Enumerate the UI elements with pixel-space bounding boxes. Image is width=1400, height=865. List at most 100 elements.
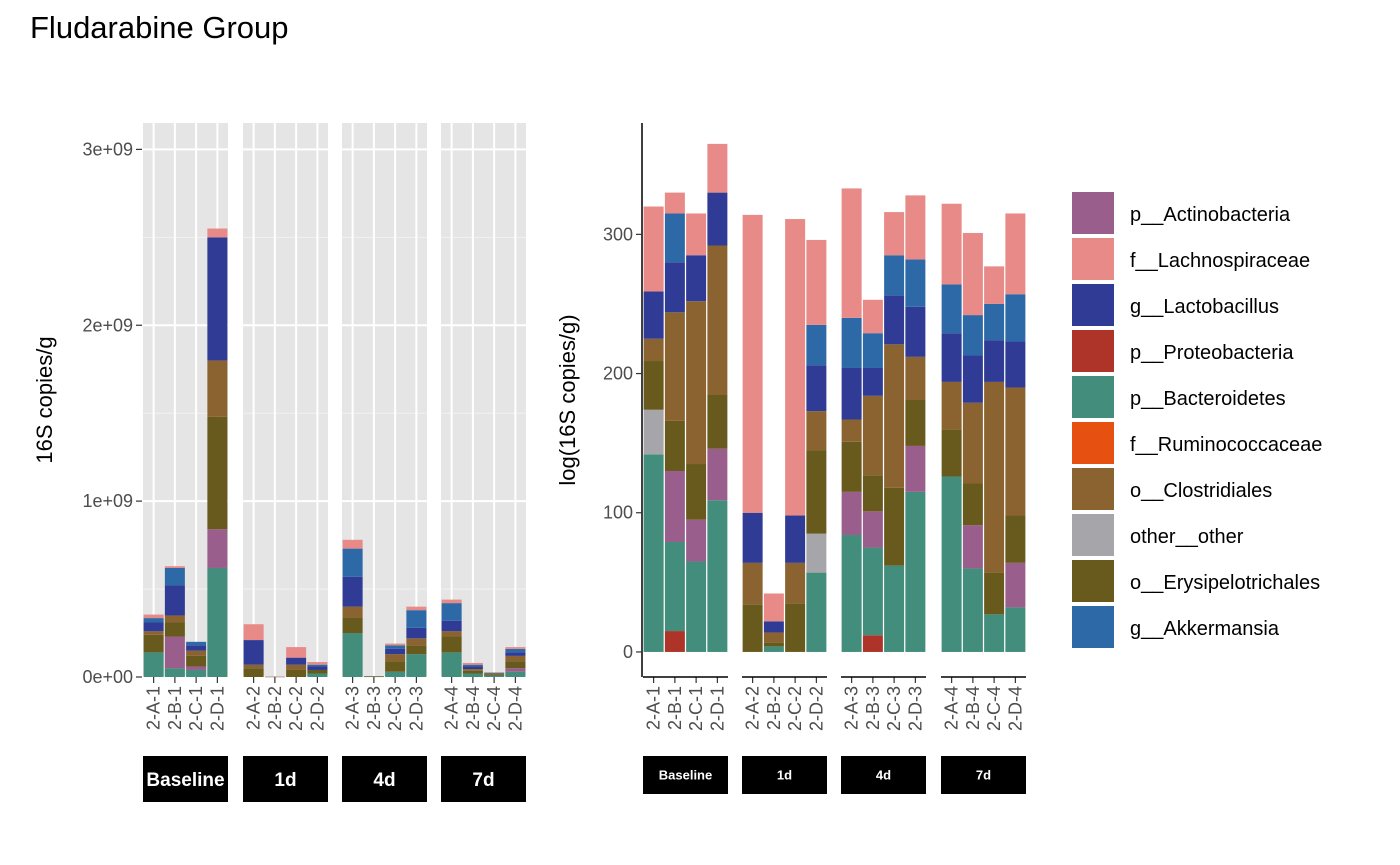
bar-segment-g-akkermansia [186,641,207,646]
y-tick-label: 1e+09 [82,491,133,511]
legend-swatch-o-clostridiales [1072,468,1114,510]
facet-strip-label: 4d [373,770,395,791]
bar-segment-f-lachnospiraceae [243,624,264,641]
x-tick-label: 2-C-2 [286,686,306,731]
legend-swatch-p-proteobacteria [1072,330,1114,372]
bar-segment-o-clostridiales [406,638,427,646]
bar-segment-g-lactobacillus [763,621,784,633]
x-tick-label: 2-D-3 [905,686,925,731]
bar-segment-o-clostridiales [862,395,883,476]
bar-segment-g-lactobacillus [941,333,962,382]
bar-segment-p-bacteroidetes [763,646,784,652]
bar-segment-p-bacteroidetes [862,547,883,636]
bar-segment-p-actinobacteria [962,525,983,569]
bar-segment-o-clostridiales [984,381,1005,573]
bar-segment-p-bacteroidetes [905,491,926,652]
bar-segment-p-bacteroidetes [143,652,164,677]
x-tick-label: 2-D-2 [307,686,327,731]
x-tick-label: 2-C-2 [785,686,805,731]
bar-segment-o-erysipelotrichales [406,645,427,655]
y-axis-title: log(16S copies/g) [555,314,580,485]
bar-segment-o-erysipelotrichales [763,642,784,647]
bar-segment-p-actinobacteria [686,519,707,562]
bar-segment-p-bacteroidetes [441,652,462,677]
bar-segment-o-erysipelotrichales [962,483,983,526]
bar-segment-o-clostridiales [707,245,728,395]
bar-segment-g-lactobacillus [385,648,406,655]
x-tick-label: 2-A-4 [442,686,462,730]
bar-segment-p-actinobacteria [164,636,185,669]
bar-segment-o-erysipelotrichales [484,674,505,676]
bar-segment-g-akkermansia [505,648,526,653]
bar-segment-g-lactobacillus [243,640,264,665]
bar-segment-o-clostridiales [962,402,983,484]
bar-segment-g-akkermansia [984,303,1005,341]
bar-segment-g-akkermansia [806,324,827,366]
bar-segment-g-lactobacillus [841,367,862,420]
bar-segment-p-bacteroidetes [984,614,1005,652]
bar-segment-g-lactobacillus [742,512,763,563]
bar-segment-o-erysipelotrichales [884,487,905,566]
facet-strip [643,756,728,794]
chart-title: Fludarabine Group [30,10,289,45]
bar-segment-f-lachnospiraceae [286,647,307,658]
bar-segment-o-clostridiales [505,655,526,662]
bar-segment-p-bacteroidetes [1005,607,1026,652]
x-tick-label: 2-D-4 [505,686,525,731]
bar-segment-p-bacteroidetes [806,572,827,652]
bar-segment-g-lactobacillus [984,340,1005,382]
bar-segment-p-bacteroidetes [186,669,207,677]
bar-segment-f-lachnospiraceae [441,599,462,604]
facet-strip-label: 7d [976,768,991,783]
x-tick-label: 2-C-3 [385,686,405,731]
bar-segment-o-clostridiales [806,411,827,451]
bar-segment-f-lachnospiraceae [707,143,728,193]
facet-strip-label: 4d [876,768,891,783]
x-tick-label: 2-D-1 [707,686,727,731]
bar-segment-o-clostridiales [143,631,164,635]
x-tick-label: 2-B-2 [764,686,784,730]
x-tick-label: 2-D-3 [406,686,426,731]
x-tick-label: 2-C-3 [884,686,904,731]
bar-segment-g-lactobacillus [342,576,363,607]
bar-segment-g-akkermansia [164,567,185,586]
bar-segment-f-lachnospiraceae [664,192,685,214]
bar-segment-g-lactobacillus [962,355,983,403]
bar-segment-o-clostridiales [763,632,784,643]
x-tick-label: 2-B-1 [165,686,185,730]
bar-segment-o-erysipelotrichales [505,661,526,669]
facet-strip-label: Baseline [659,768,712,783]
legend-swatch-f-ruminococcaceae [1072,422,1114,464]
bar-segment-g-akkermansia [441,603,462,621]
bar-segment-o-erysipelotrichales [707,394,728,449]
bar-segment-o-erysipelotrichales [664,420,685,471]
y-axis-title: 16S copies/g [32,336,57,463]
legend-label: g__Lactobacillus [1130,296,1279,318]
bar-segment-o-clostridiales [186,650,207,656]
bar-segment-f-lachnospiraceae [941,203,962,285]
bar-segment-o-erysipelotrichales [984,572,1005,615]
bar-segment-f-lachnospiraceae [264,676,285,677]
bar-segment-g-lactobacillus [643,291,664,339]
bar-segment-o-clostridiales [742,562,763,605]
bar-segment-o-erysipelotrichales [164,622,185,637]
bar-segment-g-akkermansia [862,333,883,368]
bar-segment-p-bacteroidetes [406,654,427,677]
legend: p__Actinobacteria f__Lachnospiraceae g__La… [1072,192,1322,648]
bar-segment-g-akkermansia [841,317,862,368]
bar-segment-o-clostridiales [207,360,228,417]
facet-strip-label: 1d [274,770,296,791]
facet-strip [342,756,427,802]
bar-segment-p-actinobacteria [707,448,728,501]
bar-segment-o-erysipelotrichales [207,416,228,530]
bar-segment-g-lactobacillus [164,585,185,616]
legend-swatch-p-actinobacteria [1072,192,1114,234]
x-tick-label: 2-C-1 [686,686,706,731]
x-tick-label: 2-A-1 [644,686,664,730]
bar-segment-o-clostridiales [385,654,406,662]
y-tick-label: 300 [603,224,633,244]
bar-segment-g-lactobacillus [884,295,905,345]
x-tick-label: 2-B-3 [863,686,883,730]
bar-segment-p-bacteroidetes [505,671,526,677]
